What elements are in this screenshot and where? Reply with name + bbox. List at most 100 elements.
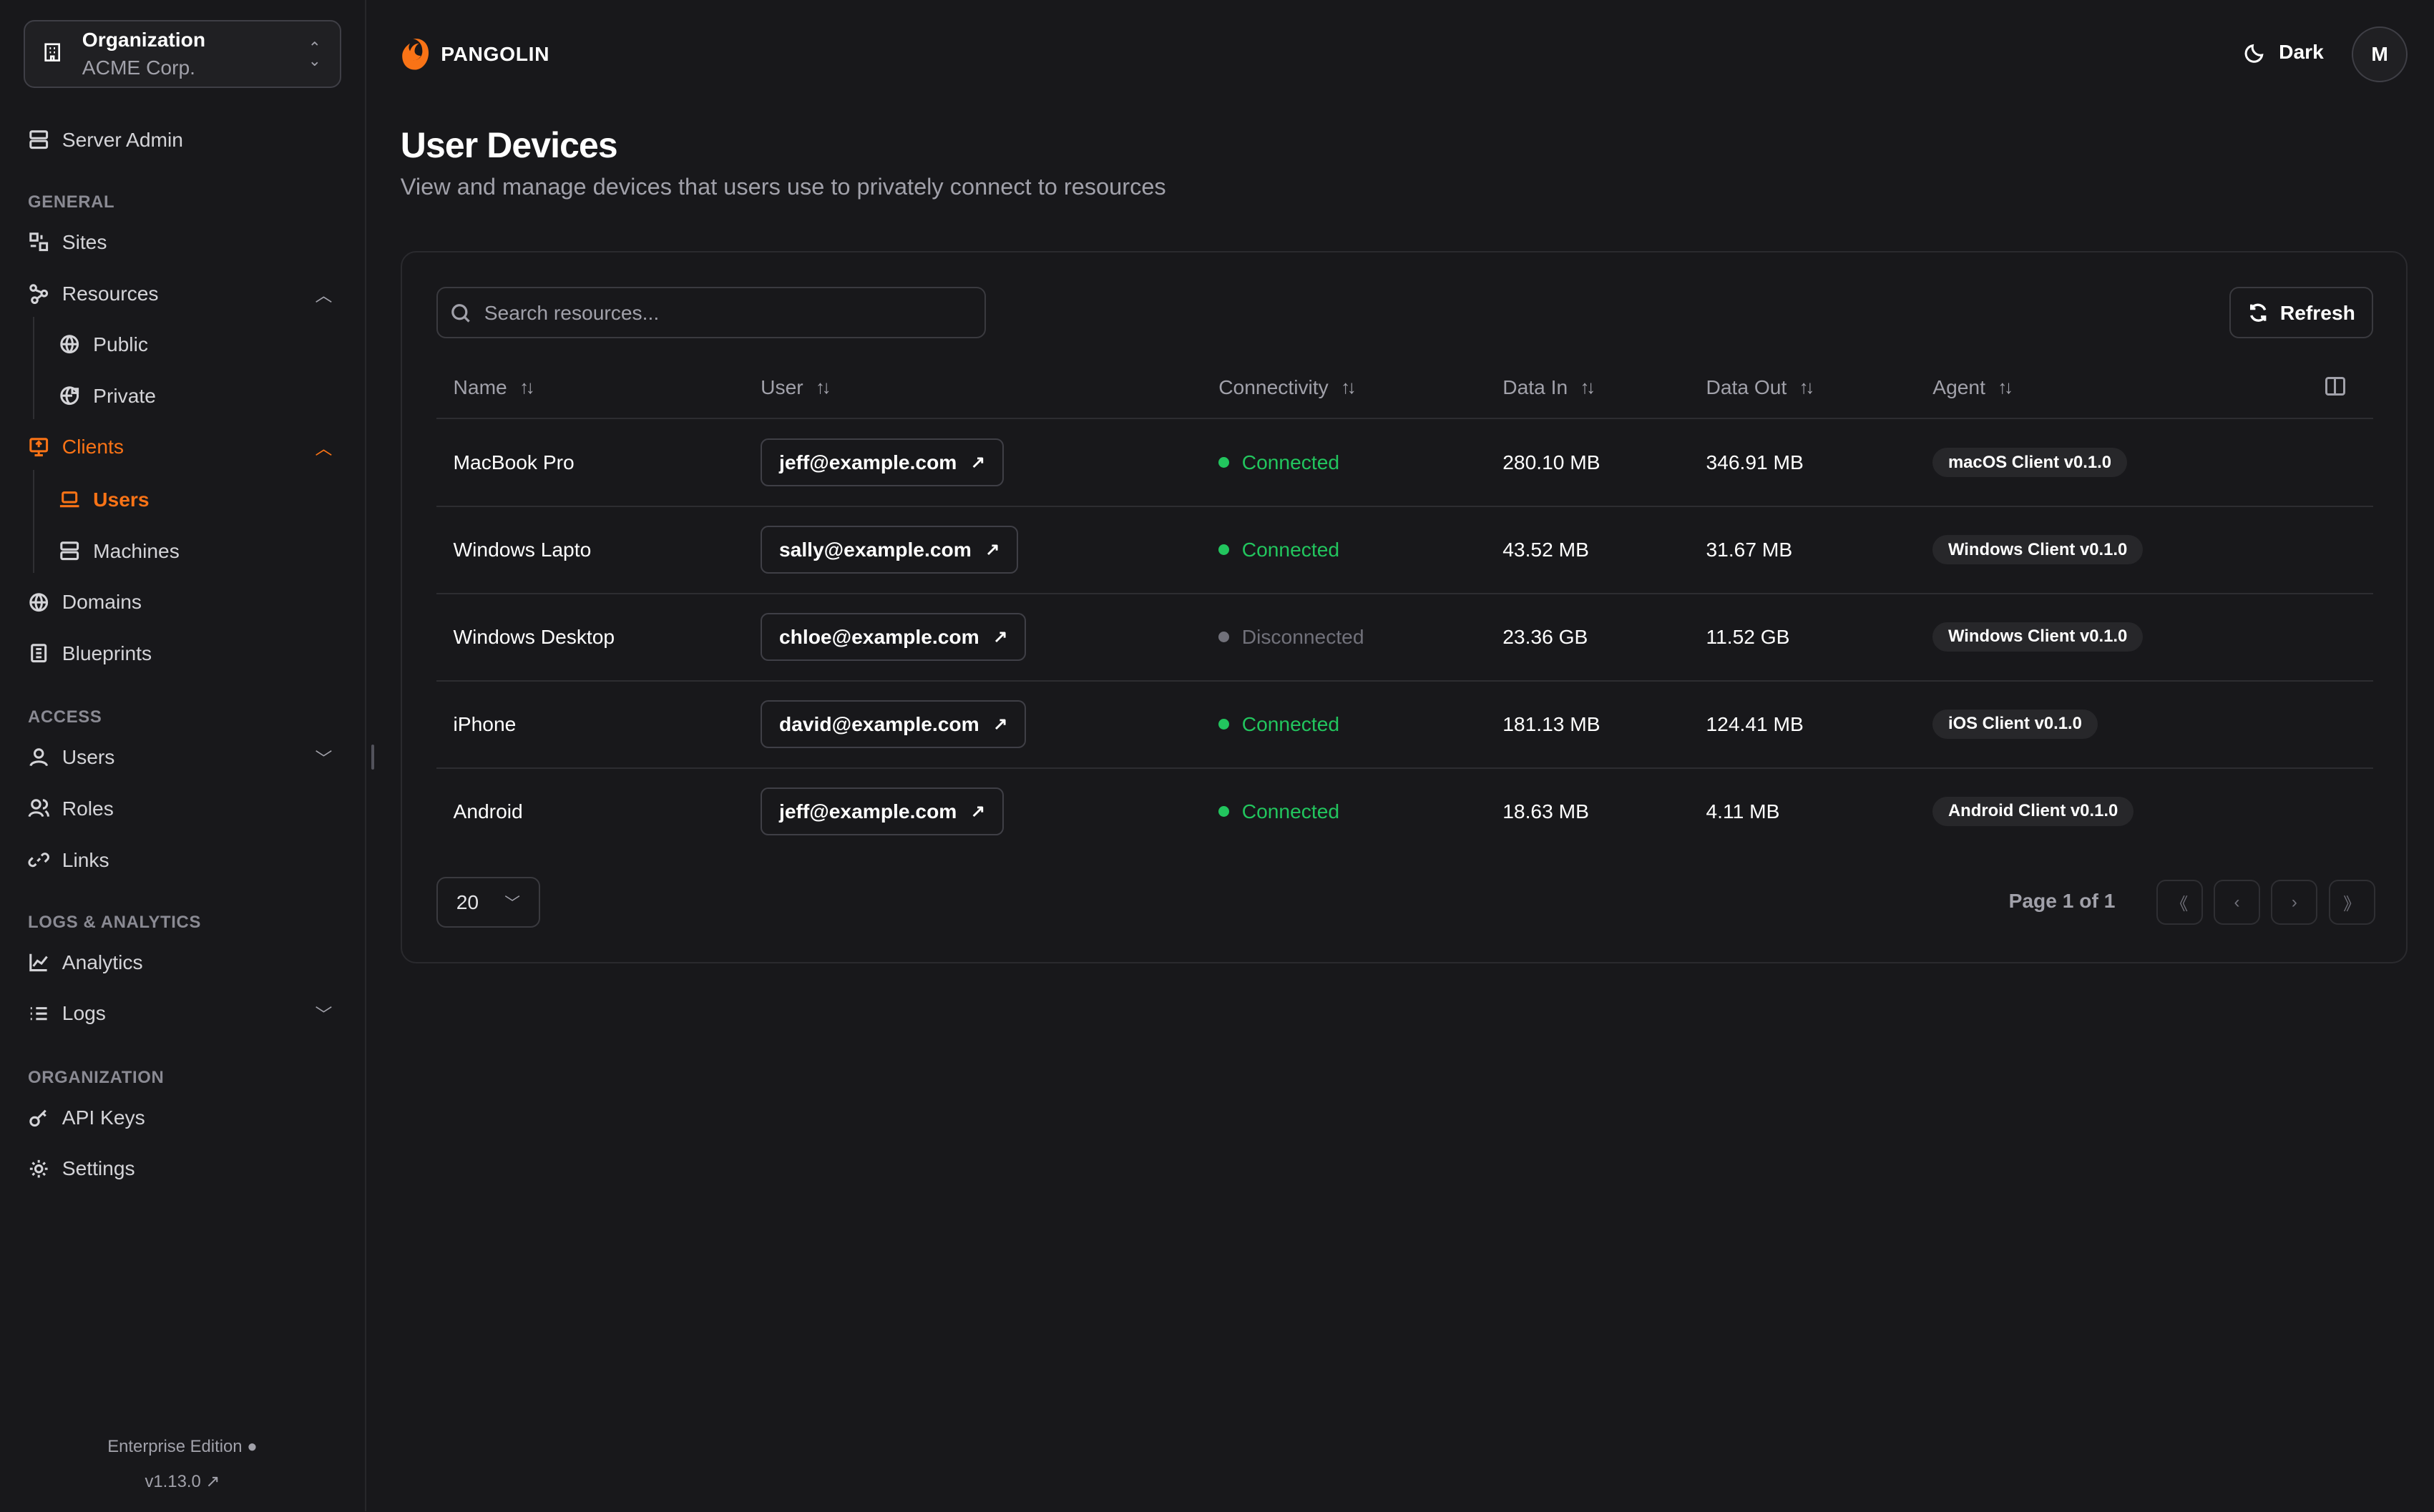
arrow-up-right-icon: ↗: [970, 801, 985, 821]
data-in: 43.52 MB: [1502, 538, 1589, 561]
sidebar-item-machines[interactable]: Machines: [59, 532, 338, 569]
sidebar-item-analytics[interactable]: Analytics: [28, 943, 338, 981]
page-size-select[interactable]: 20 ﹀: [436, 876, 541, 928]
device-name: iPhone: [453, 712, 517, 735]
sidebar-item-sites[interactable]: Sites: [28, 223, 338, 260]
section-logs: LOGS & ANALYTICS: [28, 912, 202, 932]
sidebar-item-server-admin[interactable]: Server Admin: [28, 121, 338, 158]
first-page-button[interactable]: 《: [2156, 880, 2203, 926]
columns-toggle-icon[interactable]: [2325, 377, 2346, 396]
sidebar-item-label: Analytics: [62, 950, 143, 973]
sidebar-item-resources[interactable]: Resources ︿: [28, 275, 338, 312]
column-header-connectivity[interactable]: Connectivity ↑↓: [1218, 375, 1357, 399]
column-header-user[interactable]: User ↑↓: [761, 375, 831, 399]
sidebar-item-users[interactable]: Users: [59, 481, 338, 519]
agent-badge: Android Client v0.1.0: [1932, 796, 2134, 826]
sidebar-item-label: Clients: [62, 435, 124, 458]
user-link-button[interactable]: jeff@example.com ↗: [761, 787, 1004, 835]
sidebar-item-blueprints[interactable]: Blueprints: [28, 634, 338, 672]
user-icon: [29, 747, 49, 766]
users-icon: [28, 799, 50, 818]
prev-page-button[interactable]: ‹: [2213, 880, 2261, 926]
data-out: 4.11 MB: [1706, 799, 1780, 823]
user-link-button[interactable]: david@example.com ↗: [761, 699, 1027, 748]
page-title: User Devices: [400, 124, 618, 165]
sort-icon: ↑↓: [1799, 376, 1815, 398]
connectivity-status: Connected: [1218, 419, 1339, 506]
org-switcher[interactable]: Organization ACME Corp. ⌃ ⌄: [23, 20, 341, 89]
search-input[interactable]: Search resources...: [436, 287, 986, 338]
chevron-down-icon[interactable]: ﹀: [315, 1006, 333, 1026]
sites-icon: [29, 232, 49, 252]
sidebar-item-settings[interactable]: Settings: [28, 1150, 338, 1187]
refresh-icon: [2250, 303, 2267, 322]
sidebar-item-label: Resources: [62, 281, 159, 305]
user-link-button[interactable]: jeff@example.com ↗: [761, 438, 1004, 487]
chevron-up-icon[interactable]: ︿: [315, 439, 333, 459]
table-row[interactable]: Android jeff@example.com ↗ Connected 18.63 M…: [436, 768, 2374, 855]
status-dot-icon: [1218, 718, 1230, 730]
sidebar-item-api-keys[interactable]: API Keys: [28, 1099, 338, 1136]
table-row[interactable]: Windows Lapto sally@example.com ↗ Connected…: [436, 506, 2374, 594]
table-row[interactable]: MacBook Pro jeff@example.com ↗ Connected 280…: [436, 419, 2374, 506]
column-header-label: User: [761, 375, 803, 399]
user-link-button[interactable]: sally@example.com ↗: [761, 525, 1019, 574]
file-text-icon: [31, 644, 47, 663]
column-header-label: Data Out: [1706, 375, 1787, 399]
external-link-icon: ↗: [205, 1471, 220, 1491]
column-header-name[interactable]: Name ↑↓: [453, 375, 535, 399]
user-email: jeff@example.com: [778, 451, 957, 474]
chevron-up-icon[interactable]: ︿: [315, 285, 333, 305]
avatar[interactable]: M: [2352, 26, 2408, 82]
version-text: v1.13.0: [145, 1471, 201, 1491]
table-row[interactable]: Windows Desktop chloe@example.com ↗ Disconn…: [436, 594, 2374, 681]
column-header-data-out[interactable]: Data Out ↑↓: [1706, 375, 1815, 399]
brand-logo[interactable]: PANGOLIN: [401, 37, 549, 72]
sidebar-item-label: Links: [62, 848, 109, 871]
chevrons-up-down-icon: ⌃ ⌄: [308, 39, 321, 69]
refresh-button[interactable]: Refresh: [2229, 287, 2374, 338]
last-page-button[interactable]: 》: [2328, 880, 2375, 926]
moon-icon: [2244, 44, 2264, 63]
chevron-down-icon: ﹀: [504, 894, 520, 913]
status-dot-icon: [1218, 805, 1230, 817]
next-page-button[interactable]: ›: [2271, 880, 2318, 926]
table-row[interactable]: iPhone david@example.com ↗ Connected 181.13 …: [436, 681, 2374, 768]
sidebar-item-roles[interactable]: Roles: [28, 790, 338, 827]
sort-icon: ↑↓: [519, 376, 535, 398]
sidebar-item-public[interactable]: Public: [59, 326, 338, 363]
user-link-button[interactable]: chloe@example.com ↗: [761, 612, 1027, 662]
laptop-icon: [60, 491, 79, 508]
sidebar-item-label: Blueprints: [62, 641, 152, 664]
status-text: Connected: [1241, 451, 1340, 474]
chevron-down-icon[interactable]: ﹀: [315, 750, 333, 770]
tree-line: [32, 470, 34, 573]
sidebar-item-logs[interactable]: Logs ﹀: [28, 995, 338, 1032]
data-in: 181.13 MB: [1502, 712, 1600, 735]
arrow-up-right-icon: ↗: [985, 540, 1000, 559]
sort-icon: ↑↓: [1341, 376, 1357, 398]
building-icon: [44, 43, 61, 62]
edition-label[interactable]: Enterprise Edition ●: [0, 1437, 365, 1457]
column-header-agent[interactable]: Agent ↑↓: [1932, 375, 2013, 399]
sidebar-item-label: Settings: [62, 1157, 135, 1180]
sidebar-item-domains[interactable]: Domains: [28, 584, 338, 621]
sidebar-item-label: Server Admin: [62, 127, 183, 151]
sidebar-item-label: API Keys: [62, 1105, 145, 1129]
arrow-up-right-icon: ↗: [993, 627, 1008, 647]
sidebar-item-access-users[interactable]: Users ﹀: [28, 739, 338, 776]
column-header-label: Name: [453, 375, 507, 399]
column-header-data-in[interactable]: Data In ↑↓: [1502, 375, 1595, 399]
header-divider: [436, 417, 2374, 419]
column-header-label: Agent: [1932, 375, 1985, 399]
sidebar-item-private[interactable]: Private: [59, 377, 338, 414]
sidebar-item-clients[interactable]: Clients ︿: [28, 428, 338, 466]
agent-badge: macOS Client v0.1.0: [1932, 448, 2127, 478]
row-divider: [436, 593, 2374, 595]
page-info: Page 1 of 1: [2008, 889, 2116, 913]
sidebar-resize-handle[interactable]: [371, 745, 374, 770]
arrow-up-right-icon: ↗: [993, 714, 1008, 734]
theme-toggle[interactable]: Dark: [2244, 40, 2324, 64]
version-link[interactable]: v1.13.0 ↗: [0, 1471, 365, 1492]
sidebar-item-links[interactable]: Links: [28, 841, 338, 878]
